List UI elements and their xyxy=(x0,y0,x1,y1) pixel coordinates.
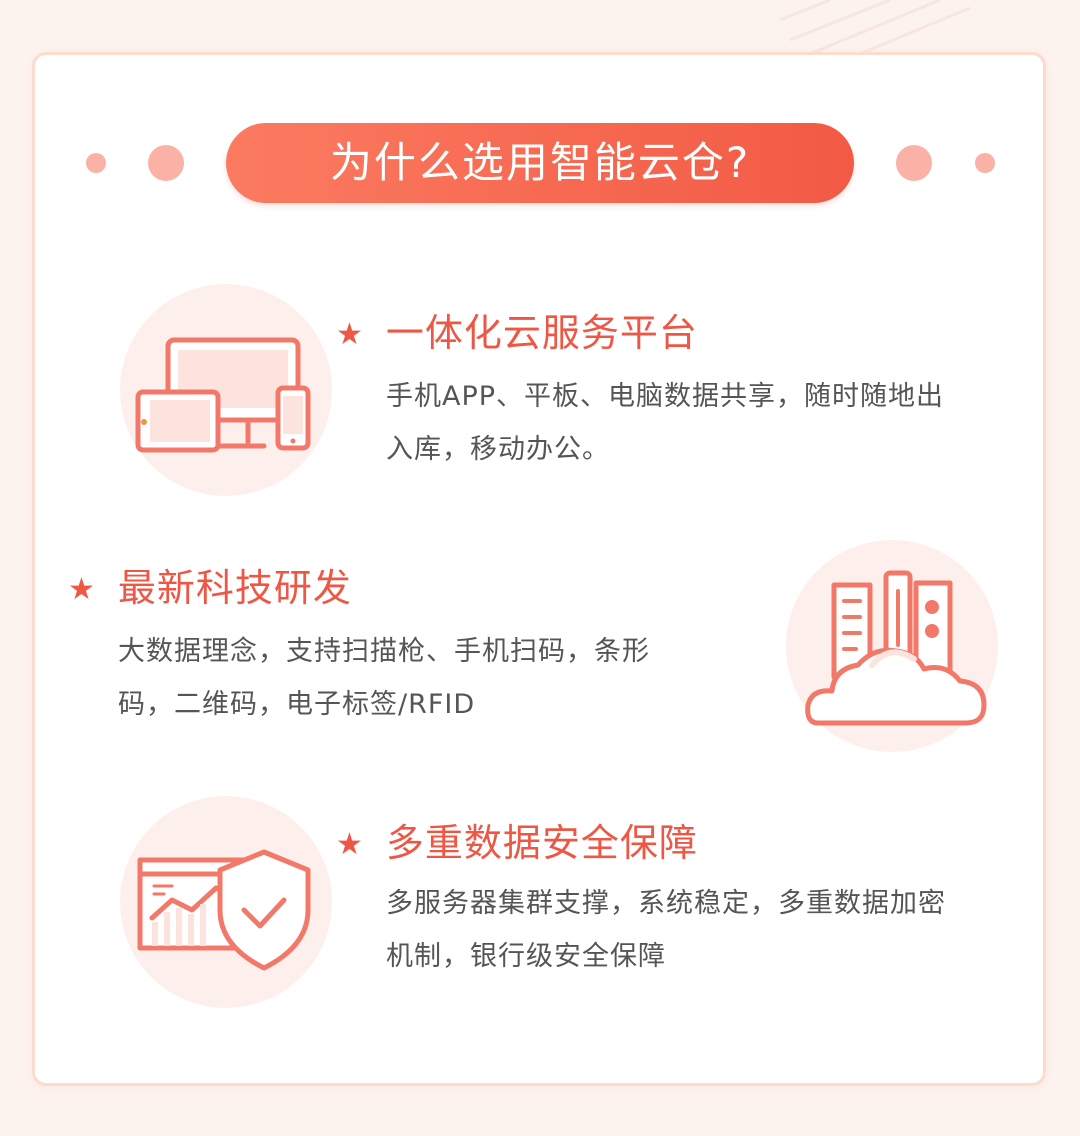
cloud-city-icon xyxy=(805,570,987,726)
shield-check-icon xyxy=(137,849,311,971)
multi-device-icon xyxy=(135,337,311,453)
feature-description: 多服务器集群支撑，系统稳定，多重数据加密 机制，银行级安全保障 xyxy=(386,877,946,983)
description-line: 多服务器集群支撑，系统稳定，多重数据加密 xyxy=(386,888,946,919)
description-line: 大数据理念，支持扫描枪、手机扫码，条形 xyxy=(118,636,650,667)
decor-dot xyxy=(148,145,184,181)
description-line: 手机APP、平板、电脑数据共享，随时随地出 xyxy=(386,381,945,412)
description-line: 入库，移动办公。 xyxy=(386,434,610,465)
feature-title: ★ 多重数据安全保障 xyxy=(336,818,698,870)
feature-title-text: 最新科技研发 xyxy=(117,566,352,610)
feature-title: ★ 最新科技研发 xyxy=(68,563,352,615)
description-line: 机制，银行级安全保障 xyxy=(386,941,666,972)
feature-title-text: 一体化云服务平台 xyxy=(385,311,698,355)
decorative-lines xyxy=(779,0,971,60)
decor-dot xyxy=(86,153,106,173)
decor-dot xyxy=(975,153,995,173)
description-line: 码，二维码，电子标签/RFID xyxy=(118,689,476,720)
star-icon: ★ xyxy=(68,572,96,607)
feature-title: ★ 一体化云服务平台 xyxy=(336,308,698,360)
page-title: 为什么选用智能云仓? xyxy=(226,123,854,203)
feature-title-text: 多重数据安全保障 xyxy=(385,821,698,865)
star-icon: ★ xyxy=(336,827,364,862)
feature-description: 大数据理念，支持扫描枪、手机扫码，条形 码，二维码，电子标签/RFID xyxy=(118,625,650,731)
feature-description: 手机APP、平板、电脑数据共享，随时随地出 入库，移动办公。 xyxy=(386,370,944,476)
star-icon: ★ xyxy=(336,317,364,352)
decor-dot xyxy=(896,145,932,181)
